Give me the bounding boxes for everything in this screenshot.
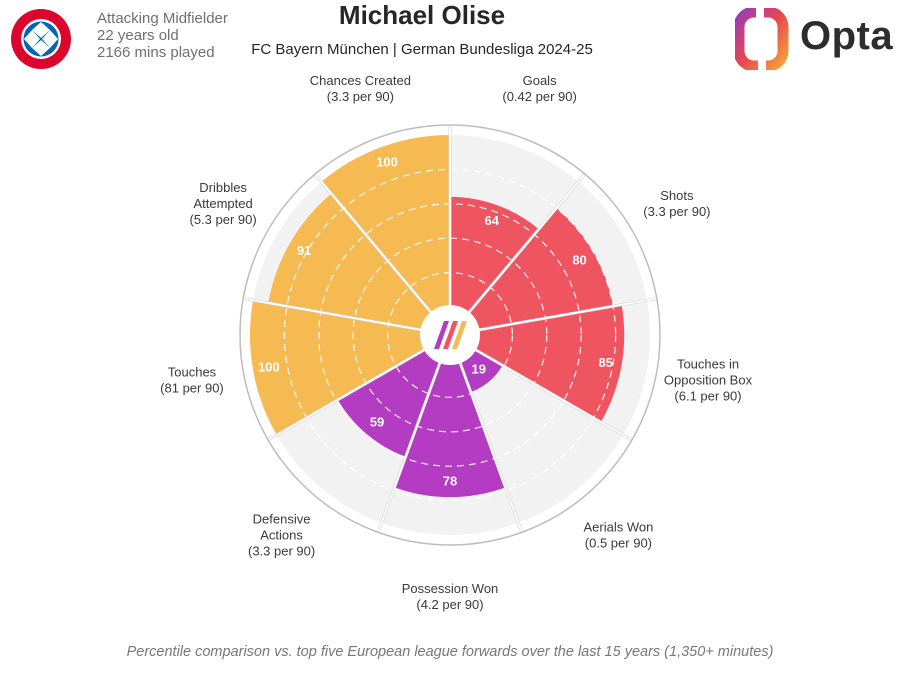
opta-brand-text: Opta — [800, 14, 894, 58]
player-age: 22 years old — [97, 27, 179, 44]
category-label-2: Shots (3.3 per 90) — [643, 188, 710, 219]
radar-bar-7 — [249, 300, 426, 435]
category-label-6: Defensive Actions (3.3 per 90) — [248, 512, 315, 559]
opta-logo-icon — [735, 8, 789, 70]
radar-divider-inner — [377, 361, 442, 533]
radar-grid-ring — [352, 237, 548, 433]
center-logo-stroke — [443, 321, 458, 349]
category-label-1: Goals (0.42 per 90) — [502, 73, 576, 104]
value-label-8: 91 — [297, 243, 311, 258]
player-info: Attacking Midfielder 22 years old 2166 m… — [97, 10, 228, 61]
center-logo-stroke — [434, 321, 449, 349]
footnote: Percentile comparison vs. top five Europ… — [126, 644, 774, 660]
radar-outer-ring — [239, 124, 661, 546]
radar-divider-inner — [243, 297, 423, 332]
value-label-4: 19 — [471, 362, 485, 377]
page-subtitle: FC Bayern München | German Bundesliga 20… — [251, 41, 593, 58]
value-label-2: 80 — [572, 253, 586, 268]
page-title: Michael Olise — [338, 0, 506, 30]
radar-divider-inner — [477, 297, 657, 332]
radar-divider-inner — [267, 348, 427, 441]
category-label-5: Possession Won (4.2 per 90) — [402, 581, 499, 612]
category-label-3: Touches in Opposition Box (6.1 per 90) — [664, 356, 753, 403]
radar-divider-inner — [467, 173, 586, 315]
radar-divider-inner — [314, 173, 433, 315]
value-label-5: 78 — [443, 474, 457, 489]
value-label-6: 59 — [370, 414, 384, 429]
value-label-9: 100 — [376, 155, 398, 170]
radar-bar-3 — [474, 304, 625, 423]
category-label-8: Dribbles Attempted (5.3 per 90) — [189, 180, 256, 227]
player-position: Attacking Midfielder — [97, 10, 228, 27]
value-label-3: 85 — [599, 355, 613, 370]
category-label-4: Aerials Won (0.5 per 90) — [583, 520, 653, 551]
radar-divider-inner — [458, 361, 523, 533]
radar-bar-8 — [268, 193, 433, 331]
radar-divider-inner — [473, 348, 633, 441]
radar-bar-1 — [450, 196, 539, 314]
player-minutes: 2166 mins played — [97, 44, 215, 61]
value-label-1: 64 — [485, 213, 500, 228]
radar-bar-9 — [321, 135, 450, 314]
value-label-7: 100 — [258, 359, 280, 374]
category-label-7: Touches (81 per 90) — [160, 364, 224, 395]
center-logo-stroke — [452, 321, 467, 349]
fc-bayern-logo-icon — [11, 9, 71, 69]
radar-bar-2 — [467, 208, 614, 331]
category-label-9: Chances Created (3.3 per 90) — [310, 73, 411, 104]
